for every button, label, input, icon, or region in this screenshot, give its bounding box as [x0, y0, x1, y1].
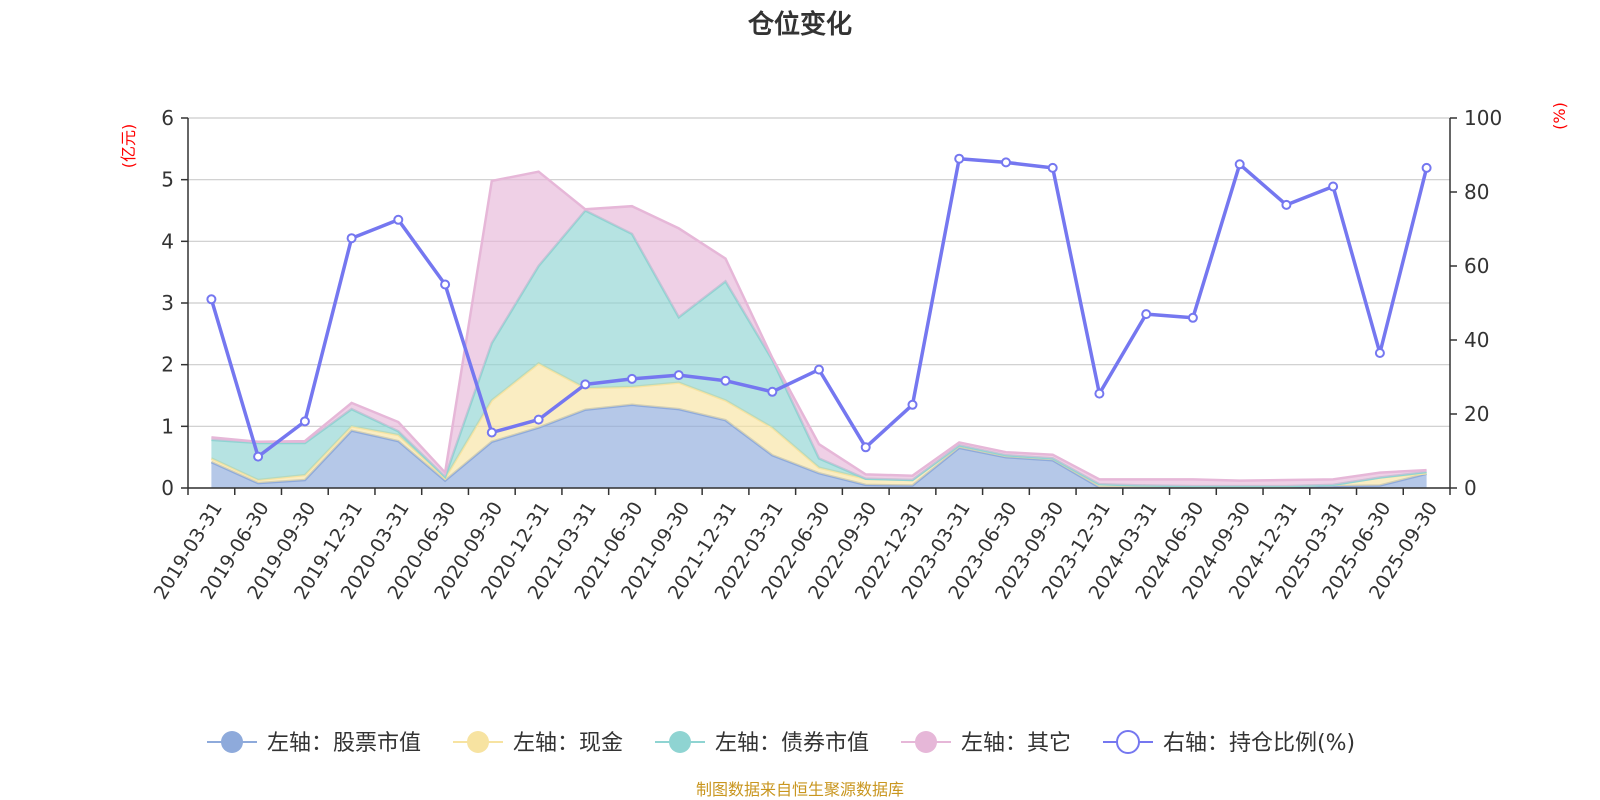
legend-item-2: 左轴：现金 [453, 731, 623, 756]
legend-label: 左轴：其它 [961, 731, 1071, 756]
area-series-1 [211, 404, 1427, 488]
position-ratio-point [1281, 199, 1292, 210]
left-tick-label: 1 [161, 414, 174, 438]
area-series-4 [211, 171, 1427, 487]
position-ratio-point [253, 451, 264, 462]
right-tick-label: 60 [1464, 254, 1489, 278]
position-ratio-point [486, 427, 497, 438]
left-tick-label: 5 [161, 168, 174, 192]
legend-label: 右轴：持仓比例(%) [1163, 731, 1355, 756]
position-ratio-point [299, 416, 310, 427]
position-ratio-point [673, 370, 684, 381]
position-ratio-point [1234, 159, 1245, 170]
left-axis-unit: (亿元) [119, 124, 138, 169]
position-ratio-point [1187, 312, 1198, 323]
left-tick-label: 2 [161, 353, 174, 377]
legend-marker [915, 731, 937, 753]
position-ratio-point [440, 279, 451, 290]
axes: 01234560204060801002019-03-312019-06-302… [150, 106, 1502, 603]
area-series-2 [211, 363, 1427, 488]
data-source-note: 制图数据来自恒生聚源数据库 [696, 780, 904, 799]
legend-label: 左轴：现金 [513, 731, 623, 756]
position-ratio-point [1001, 157, 1011, 168]
position-ratio-point [533, 414, 544, 425]
legend: 左轴：股票市值 左轴：现金 左轴：债券市值 左轴：其它 右轴：持仓比例(%) [207, 730, 1355, 756]
position-ratio-point [206, 294, 217, 305]
right-tick-label: 100 [1464, 106, 1502, 130]
legend-item-1: 左轴：股票市值 [207, 731, 421, 756]
chart-title: 仓位变化 [747, 9, 852, 40]
legend-label: 左轴：债券市值 [715, 731, 869, 756]
legend-item-5: 右轴：持仓比例(%) [1103, 730, 1355, 756]
position-ratio-point [720, 375, 731, 386]
right-axis-unit: (%) [1550, 102, 1569, 130]
position-ratio-point [580, 379, 591, 390]
left-tick-label: 0 [161, 476, 174, 500]
position-ratio-line [206, 153, 1432, 462]
position-ratio-point [1374, 348, 1385, 358]
position-ratio-point [767, 386, 778, 397]
left-tick-label: 4 [161, 229, 174, 253]
position-ratio-point [1328, 181, 1339, 192]
position-ratio-point [860, 442, 871, 453]
right-tick-label: 0 [1464, 476, 1477, 500]
position-ratio-path [209, 156, 1429, 459]
legend-marker [669, 731, 691, 753]
right-tick-label: 80 [1464, 180, 1489, 204]
legend-marker [467, 731, 489, 753]
position-ratio-point [1047, 162, 1058, 173]
position-ratio-point [346, 233, 357, 244]
left-tick-label: 3 [161, 291, 174, 315]
position-ratio-point [627, 373, 637, 384]
stacked-areas [210, 170, 1427, 489]
position-ratio-point [393, 214, 404, 225]
position-ratio-point [1141, 309, 1152, 320]
position-ratio-point [954, 153, 965, 164]
right-tick-label: 20 [1464, 402, 1489, 426]
legend-label: 左轴：股票市值 [267, 731, 421, 756]
legend-marker [1116, 730, 1140, 754]
legend-item-4: 左轴：其它 [901, 731, 1071, 756]
left-tick-label: 6 [161, 106, 174, 130]
position-ratio-point [907, 399, 918, 410]
area-series-edge-4 [211, 170, 1427, 482]
position-ratio-point [1094, 388, 1105, 399]
legend-marker [221, 731, 243, 753]
legend-item-3: 左轴：债券市值 [655, 731, 869, 756]
right-tick-label: 40 [1464, 328, 1489, 352]
position-ratio-point [814, 364, 824, 375]
position-ratio-point [1421, 162, 1432, 173]
